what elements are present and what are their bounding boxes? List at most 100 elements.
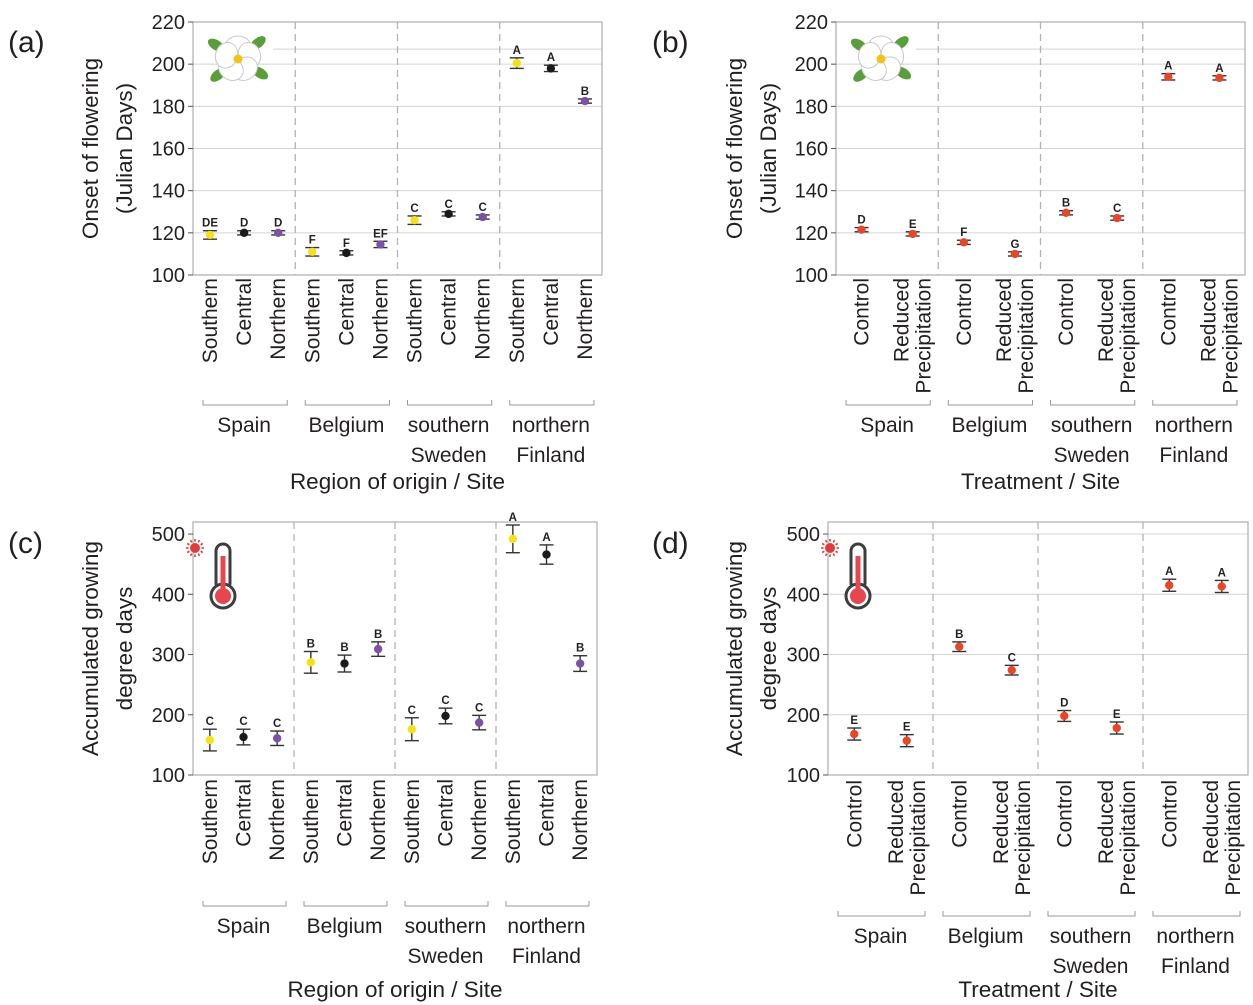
category-text: Northern bbox=[367, 779, 390, 861]
group-bracket bbox=[202, 400, 288, 406]
y-tick-label: 220 bbox=[795, 12, 828, 34]
sun bbox=[825, 543, 835, 553]
thermo-bulb bbox=[850, 588, 866, 604]
data-point bbox=[959, 238, 969, 247]
data-point bbox=[205, 735, 215, 745]
category-text: Precipitation bbox=[913, 278, 936, 394]
data-point bbox=[444, 209, 453, 219]
y-tick-label: 160 bbox=[152, 139, 185, 161]
significance-letter: A bbox=[509, 512, 517, 524]
y-tick-label: 500 bbox=[152, 524, 185, 546]
category-label: Southern bbox=[300, 779, 323, 864]
category-label: Control bbox=[948, 780, 971, 848]
y-tick-label: 120 bbox=[152, 223, 185, 245]
category-label: Control bbox=[851, 278, 874, 346]
category-label: Southern bbox=[401, 779, 424, 864]
category-text: Precipitation bbox=[1012, 780, 1035, 896]
significance-letter: C bbox=[206, 716, 214, 728]
data-point bbox=[575, 659, 585, 668]
data-point bbox=[478, 212, 487, 222]
category-text: Southern bbox=[301, 278, 324, 363]
category-text: Control bbox=[1158, 780, 1181, 848]
group-label: Finland bbox=[1161, 955, 1230, 978]
group-bracket bbox=[1050, 400, 1136, 406]
category-label: Control bbox=[953, 278, 976, 346]
group-label: Spain bbox=[854, 925, 908, 948]
y-tick-label: 200 bbox=[152, 705, 185, 727]
group-label: Spain bbox=[860, 414, 914, 437]
y-tick-label: 100 bbox=[152, 265, 185, 287]
category-label: Northern bbox=[472, 278, 495, 360]
panel-label: (d) bbox=[652, 527, 689, 560]
data-point bbox=[508, 534, 518, 544]
category-label: Central bbox=[540, 278, 563, 346]
group-bracket bbox=[845, 400, 931, 406]
category-label: Northern bbox=[574, 278, 597, 360]
group-bracket bbox=[505, 901, 590, 907]
data-point bbox=[1112, 213, 1122, 223]
category-label: Control bbox=[1053, 780, 1076, 848]
group-label: northern bbox=[1155, 414, 1233, 437]
data-point bbox=[274, 228, 283, 238]
sun bbox=[190, 543, 200, 553]
data-point bbox=[546, 64, 556, 73]
significance-letter: E bbox=[909, 219, 917, 231]
group-label: Sweden bbox=[1054, 444, 1130, 467]
significance-letter: D bbox=[1060, 698, 1068, 710]
x-axis-title: Treatment / Site bbox=[961, 469, 1120, 494]
panel-c-chart: 100 200 300 400 500 C Southern C Central C Norther… bbox=[8, 512, 598, 1002]
data-point bbox=[1217, 582, 1226, 591]
data-point bbox=[512, 58, 521, 68]
y-tick-label: 200 bbox=[152, 54, 185, 76]
significance-letter: G bbox=[1010, 239, 1019, 251]
y-axis-title: Onset of flowering bbox=[722, 58, 747, 239]
y-tick-label: 300 bbox=[787, 645, 820, 667]
significance-letter: F bbox=[960, 227, 967, 239]
sun-ray bbox=[824, 539, 828, 543]
significance-letter: A bbox=[1218, 567, 1226, 579]
data-point bbox=[850, 729, 859, 739]
group-label: Finland bbox=[516, 444, 585, 467]
data-point bbox=[373, 644, 383, 654]
significance-letter: C bbox=[479, 202, 487, 214]
category-label: Control bbox=[843, 780, 866, 848]
category-label: Southern bbox=[404, 278, 427, 363]
white-flower-icon bbox=[850, 35, 912, 82]
significance-letter: B bbox=[581, 86, 589, 98]
category-text: Northern bbox=[472, 278, 495, 360]
category-text: Central bbox=[435, 779, 458, 847]
group-bracket bbox=[947, 400, 1033, 406]
data-point bbox=[407, 725, 417, 734]
category-label: Northern bbox=[367, 779, 390, 861]
x-axis-title: Region of origin / Site bbox=[290, 469, 505, 494]
category-label: Central bbox=[334, 779, 357, 847]
panel-label: (a) bbox=[8, 26, 45, 59]
category-label: Reduced Precipitation bbox=[885, 780, 930, 896]
category-text: Southern bbox=[199, 779, 222, 864]
significance-letter: D bbox=[274, 218, 282, 230]
group-label: Sweden bbox=[1053, 955, 1129, 978]
y-tick-label: 140 bbox=[152, 181, 185, 203]
data-point bbox=[474, 718, 484, 727]
significance-letter: A bbox=[1164, 61, 1172, 73]
significance-letter: E bbox=[903, 722, 911, 734]
sun-ray bbox=[200, 542, 204, 546]
category-text: Control bbox=[1157, 278, 1180, 346]
category-text: Central bbox=[540, 278, 563, 346]
data-point bbox=[1112, 723, 1121, 733]
data-point bbox=[1215, 73, 1224, 83]
category-text: Reduced bbox=[1095, 780, 1118, 864]
group-label: Sweden bbox=[411, 444, 487, 467]
group-label: northern bbox=[507, 915, 585, 938]
significance-letter: D bbox=[240, 218, 248, 230]
sun-ray bbox=[824, 553, 828, 557]
data-point bbox=[1007, 665, 1016, 675]
significance-letter: EF bbox=[373, 228, 388, 240]
category-label: Reduced Precipitation bbox=[1095, 278, 1140, 394]
category-text: Precipitation bbox=[1015, 278, 1038, 394]
category-text: Northern bbox=[266, 779, 289, 861]
category-text: Southern bbox=[506, 278, 529, 363]
